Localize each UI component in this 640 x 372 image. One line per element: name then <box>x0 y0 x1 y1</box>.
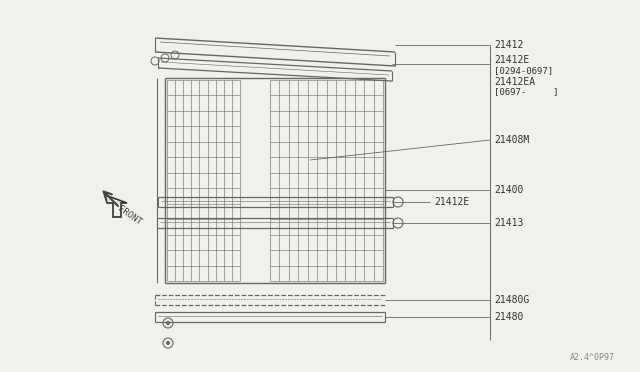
Text: 21413: 21413 <box>494 218 524 228</box>
Circle shape <box>166 321 170 325</box>
Text: FRONT: FRONT <box>115 204 143 227</box>
Text: 21412E: 21412E <box>434 197 469 207</box>
Text: 21480G: 21480G <box>494 295 529 305</box>
Text: [0697-     ]: [0697- ] <box>494 87 559 96</box>
Text: 21412EA: 21412EA <box>494 77 535 87</box>
Text: 21412: 21412 <box>494 40 524 50</box>
Text: 21408M: 21408M <box>494 135 529 145</box>
Text: 21400: 21400 <box>494 185 524 195</box>
Text: 21412E: 21412E <box>494 55 529 65</box>
Text: 21480: 21480 <box>494 312 524 322</box>
Text: A2.4^0P97: A2.4^0P97 <box>570 353 615 362</box>
Text: [0294-0697]: [0294-0697] <box>494 67 553 76</box>
Circle shape <box>166 341 170 345</box>
